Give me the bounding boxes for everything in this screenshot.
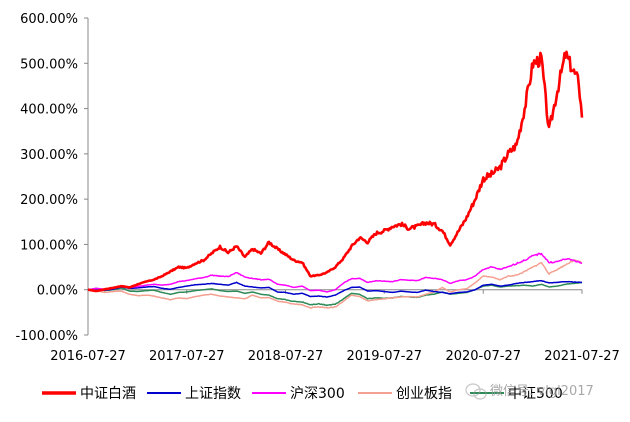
y-tick-label: 500.00% bbox=[20, 57, 78, 72]
x-axis: 2016-07-27 2017-07-27 2018-07-27 2019-07-27… bbox=[50, 289, 620, 364]
series-line bbox=[87, 259, 583, 309]
series-layer bbox=[87, 50, 584, 309]
series-line bbox=[87, 279, 583, 298]
legend: 中证白酒 上证指数 沪深300 创业板指 中证500 bbox=[42, 386, 563, 402]
legend-label: 上证指数 bbox=[185, 386, 241, 402]
legend-label: 创业板指 bbox=[396, 386, 452, 402]
x-tick-label: 2018-07-27 bbox=[248, 349, 324, 364]
x-tick-label: 2016-07-27 bbox=[50, 349, 126, 364]
x-tick-label: 2017-07-27 bbox=[149, 349, 225, 364]
y-tick-label: 400.00% bbox=[20, 103, 78, 118]
y-tick-label: -100.00% bbox=[15, 329, 78, 344]
series-line bbox=[87, 281, 583, 307]
y-tick-label: 0.00% bbox=[37, 284, 78, 299]
y-tick-label: 300.00% bbox=[20, 148, 78, 163]
x-tick-label: 2019-07-27 bbox=[346, 349, 422, 364]
wechat-icon bbox=[465, 383, 487, 400]
series-line bbox=[87, 252, 583, 293]
series-line bbox=[87, 50, 584, 293]
watermark: 微信号: vlgl2017 bbox=[465, 383, 594, 400]
legend-label: 中证500 bbox=[508, 386, 563, 402]
x-tick-label: 2021-07-27 bbox=[544, 349, 620, 364]
y-tick-label: 200.00% bbox=[20, 193, 78, 208]
legend-label: 沪深300 bbox=[290, 386, 345, 402]
y-axis: 600.00% 500.00% 400.00% 300.00% 200.00% 100.0… bbox=[15, 12, 89, 344]
x-tick-label: 2020-07-27 bbox=[445, 349, 521, 364]
y-tick-label: 100.00% bbox=[20, 238, 78, 253]
legend-label: 中证白酒 bbox=[80, 386, 136, 402]
watermark-text: 微信号: vlgl2017 bbox=[490, 384, 594, 399]
y-tick-label: 600.00% bbox=[20, 12, 78, 27]
